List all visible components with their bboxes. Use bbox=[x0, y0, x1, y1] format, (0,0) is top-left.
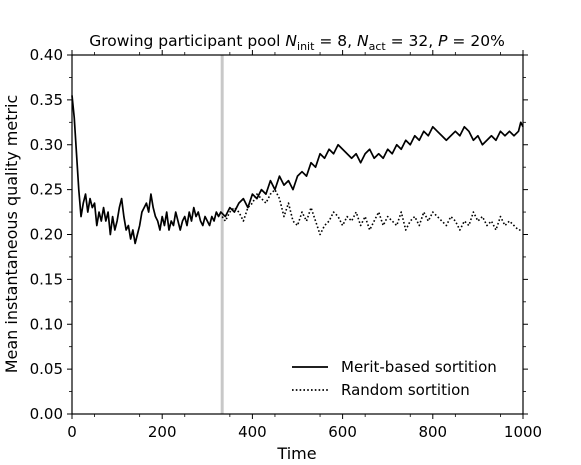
series-line-random bbox=[221, 188, 523, 236]
legend-label: Merit-based sortition bbox=[341, 358, 497, 376]
title-nact-subscript: act bbox=[369, 40, 387, 53]
title-nact-symbol: N bbox=[357, 32, 369, 50]
plot-frame bbox=[71, 54, 524, 415]
legend-label: Random sortition bbox=[341, 381, 470, 399]
y-tick-label: 0.25 bbox=[30, 181, 63, 199]
title-ninit-symbol: N bbox=[285, 32, 297, 50]
title-ninit-subscript: init bbox=[297, 40, 315, 53]
x-tick-label: 400 bbox=[238, 423, 267, 441]
title-nact-value: = 32, bbox=[386, 32, 438, 50]
x-tick-label: 600 bbox=[328, 423, 357, 441]
y-tick-label: 0.35 bbox=[30, 91, 63, 109]
y-tick-label: 0.15 bbox=[30, 270, 63, 288]
x-tick-label: 0 bbox=[67, 423, 77, 441]
x-tick-label: 1000 bbox=[504, 423, 542, 441]
series-layer bbox=[71, 95, 524, 245]
y-tick-label: 0.30 bbox=[30, 136, 63, 154]
x-tick-label: 800 bbox=[418, 423, 447, 441]
legend: Merit-based sortition Random sortition bbox=[292, 358, 497, 399]
y-tick-label: 0.10 bbox=[30, 315, 63, 333]
x-tick-label: 200 bbox=[148, 423, 177, 441]
y-axis-label: Mean instantaneous quality metric bbox=[2, 95, 21, 374]
chart-title: Growing participant pool Ninit = 8, Nact… bbox=[89, 32, 505, 53]
title-prefix: Growing participant pool bbox=[89, 32, 285, 50]
title-ninit-value: = 8, bbox=[314, 32, 357, 50]
y-tick-label: 0.40 bbox=[30, 46, 63, 64]
y-tick-label: 0.00 bbox=[30, 405, 63, 423]
title-p-value: = 20% bbox=[448, 32, 505, 50]
x-axis-label: Time bbox=[276, 444, 316, 463]
series-line-merit bbox=[71, 95, 524, 245]
y-tick-label: 0.20 bbox=[30, 226, 63, 244]
tick-layer: 0 200 400 600 800 1000 0.00 0.05 0.10 0.15 0.20 0.2… bbox=[30, 46, 543, 441]
y-tick-label: 0.05 bbox=[30, 360, 63, 378]
title-p-symbol: P bbox=[438, 32, 448, 50]
